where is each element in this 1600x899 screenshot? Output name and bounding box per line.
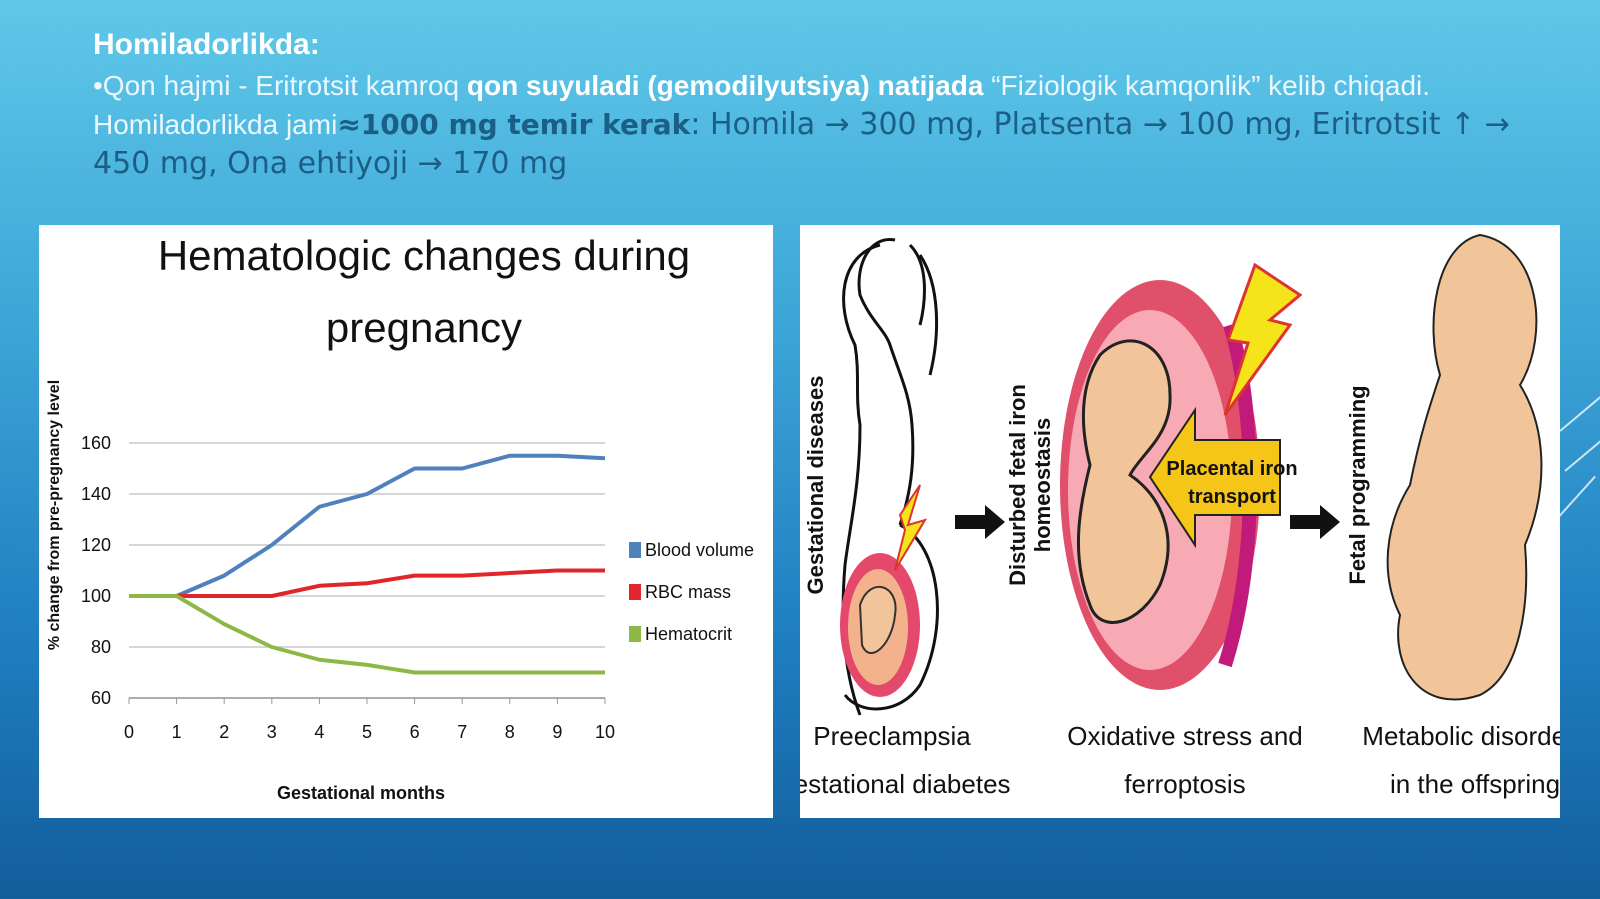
x-tick-label: 4: [314, 722, 324, 742]
offspring-fetus-illustration: [1386, 233, 1543, 701]
legend-swatch: [629, 584, 641, 600]
decor-line: [1554, 475, 1596, 522]
y-tick-label: 80: [91, 637, 111, 657]
slide-text: Homiladorlikda: •Qon hajmi - Eritrotsit …: [93, 28, 1563, 183]
chart-legend: Blood volume RBC mass Hematocrit: [629, 540, 754, 644]
text-bold1: qon suyuladi (gemodilyutsiya) natijada: [466, 70, 984, 101]
chart-title-line2: pregnancy: [326, 304, 522, 351]
uterus-illustration: [840, 553, 920, 697]
x-tick-label: 5: [362, 722, 372, 742]
chart-lines: [129, 453, 606, 675]
series-line-blood-volume: [129, 453, 606, 598]
text-part4: : Homila → 300 mg, Platsenta → 100 mg, E…: [93, 107, 1510, 181]
lightning-bolt-icon: [1223, 262, 1303, 416]
legend-label: Hematocrit: [645, 624, 732, 644]
label-fetal-programming: Fetal programming: [1345, 385, 1370, 584]
text-part1: •Qon hajmi - Eritrotsit kamroq: [93, 70, 460, 101]
chart-ylabel: % change from pre-pregnancy level: [46, 380, 63, 650]
x-tick-label: 7: [457, 722, 467, 742]
chart-panel: Hematologic changes during pregnancy % c…: [39, 225, 773, 818]
x-tick-label: 6: [410, 722, 420, 742]
caption-oxidative-stress: Oxidative stress and: [1067, 721, 1303, 751]
legend-swatch: [629, 626, 641, 642]
y-tick-label: 120: [81, 535, 111, 555]
legend-label: Blood volume: [645, 540, 754, 560]
label-disturbed-iron: Disturbed fetal iron: [1005, 384, 1030, 586]
text-bold2: ≈1000 mg temir kerak: [337, 108, 691, 141]
label-homeostasis: homeostasis: [1030, 418, 1055, 553]
hematologic-chart: Hematologic changes during pregnancy % c…: [46, 232, 754, 803]
slide-heading: Homiladorlikda:: [93, 28, 320, 61]
slide-paragraph: •Qon hajmi - Eritrotsit kamroq qon suyul…: [93, 66, 1563, 183]
caption-preeclampsia: Preeclampsia: [813, 721, 971, 751]
caption-offspring: in the offspring: [1390, 769, 1560, 799]
chart-grid: 60 80 100 120 140 160 0 1 2 3 4 5 6 7 8 9 10: [81, 433, 615, 742]
caption-metabolic-disorders: Metabolic disorders: [1362, 721, 1560, 751]
label-gestational-diseases: Gestational diseases: [803, 376, 828, 595]
arrow-right-icon: [1290, 505, 1340, 539]
x-tick-label: 10: [595, 722, 615, 742]
series-line-hematocrit: [129, 594, 605, 675]
iron-homeostasis-diagram: Placental iron transport Gestational dis…: [800, 233, 1560, 799]
caption-ferroptosis: ferroptosis: [1124, 769, 1245, 799]
y-tick-label: 160: [81, 433, 111, 453]
lightning-bolt-icon: [894, 484, 928, 571]
x-tick-label: 3: [267, 722, 277, 742]
fetus-illustration: [1077, 339, 1172, 624]
chart-xlabel: Gestational months: [277, 783, 445, 803]
series-line-rbc-mass: [129, 568, 605, 598]
x-tick-label: 8: [505, 722, 515, 742]
y-tick-label: 100: [81, 586, 111, 606]
x-tick-label: 2: [219, 722, 229, 742]
caption-gestational-diabetes: Gestational diabetes: [800, 769, 1011, 799]
placental-iron-arrow: Placental iron transport: [1148, 406, 1298, 549]
y-tick-label: 60: [91, 688, 111, 708]
placental-label-line2: transport: [1188, 486, 1276, 508]
arrow-right-icon: [955, 505, 1005, 539]
placental-label-line1: Placental iron: [1166, 458, 1297, 480]
chart-title-line1: Hematologic changes during: [158, 232, 690, 279]
text-part2: “Fiziologik kamqonlik” kelib chiqadi.: [991, 70, 1431, 101]
decor-line: [1564, 431, 1600, 472]
decor-line: [1559, 391, 1600, 432]
legend-swatch: [629, 542, 641, 558]
text-part3: Homiladorlikda jami: [93, 109, 338, 140]
y-tick-label: 140: [81, 484, 111, 504]
diagram-panel: Placental iron transport Gestational dis…: [800, 225, 1560, 818]
x-tick-label: 9: [552, 722, 562, 742]
legend-label: RBC mass: [645, 582, 731, 602]
x-tick-label: 0: [124, 722, 134, 742]
x-tick-label: 1: [172, 722, 182, 742]
